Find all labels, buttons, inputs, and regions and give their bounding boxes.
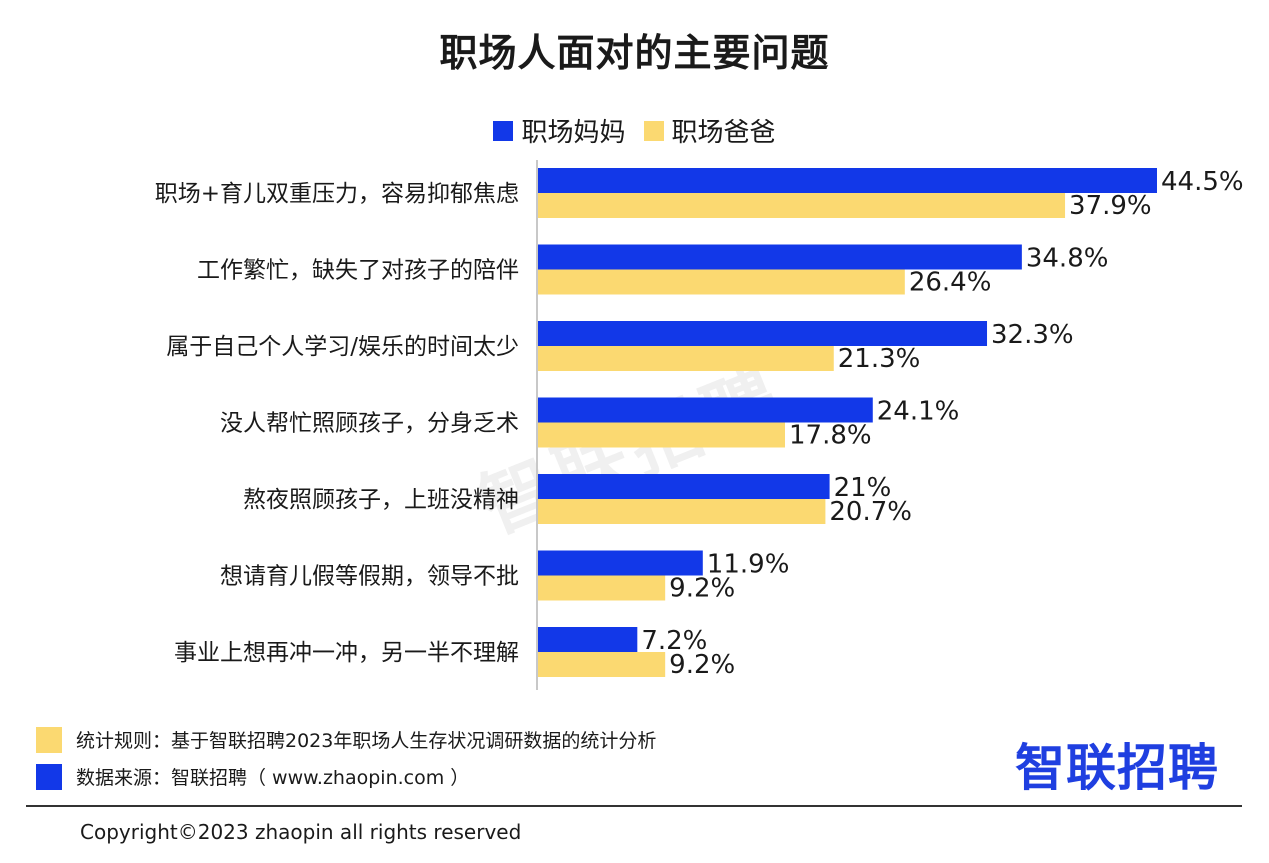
value-label-mom: 11.9% (707, 550, 790, 580)
category-label: 没人帮忙照顾孩子，分身乏术 (220, 411, 519, 437)
category-label: 事业上想再冲一冲，另一半不理解 (174, 640, 519, 666)
value-label-mom: 24.1% (877, 397, 960, 427)
value-label-dad: 21.3% (838, 344, 921, 374)
bar-mom (537, 550, 703, 576)
footnote-rule-text: 统计规则：基于智联招聘2023年职场人生存状况调研数据的统计分析 (76, 730, 657, 752)
copyright-text: Copyright©2023 zhaopin all rights reserv… (80, 820, 522, 844)
value-label-mom: 34.8% (1026, 244, 1109, 274)
value-label-mom: 44.5% (1161, 167, 1244, 197)
legend-swatch-mom (493, 120, 514, 141)
chart-legend: 职场妈妈 职场爸爸 (0, 112, 1269, 149)
legend-label-dad: 职场爸爸 (671, 118, 776, 148)
category-label: 属于自己个人学习/娱乐的时间太少 (166, 334, 519, 360)
footnote-source: 数据来源：智联招聘（ www.zhaopin.com ） (36, 763, 469, 790)
bar-mom (537, 627, 638, 652)
legend-swatch-dad (643, 120, 664, 141)
value-label-dad: 20.7% (829, 497, 912, 527)
zhaopin-logo: 智联招聘 (1015, 739, 1219, 797)
bar-chart: 职场+育儿双重压力，容易抑郁焦虑 44.5% 37.9% 工作繁忙，缺失了对孩子的陪伴… (155, 160, 1244, 690)
value-label-mom: 21% (834, 473, 892, 503)
bar-dad (537, 346, 834, 371)
category-label: 熬夜照顾孩子，上班没精神 (243, 487, 519, 513)
legend-item-dad: 职场爸爸 (643, 112, 776, 149)
footnote-source-text: 数据来源：智联招聘（ www.zhaopin.com ） (76, 767, 470, 789)
bar-mom (537, 474, 830, 499)
bar-dad (537, 499, 826, 524)
bar-mom (537, 397, 873, 423)
value-label-dad: 17.8% (789, 421, 872, 451)
value-label-mom: 32.3% (991, 320, 1074, 350)
footnote-source-swatch (36, 763, 62, 790)
bar-mom (537, 244, 1022, 270)
value-label-dad: 9.2% (669, 574, 735, 604)
category-label: 想请育儿假等假期，领导不批 (220, 564, 519, 590)
legend-item-mom: 职场妈妈 (493, 112, 626, 149)
chart-title: 职场人面对的主要问题 (439, 31, 830, 75)
bar-dad (537, 269, 905, 295)
value-label-dad: 9.2% (669, 650, 735, 680)
footer-divider (26, 805, 1242, 807)
bar-dad (537, 575, 666, 601)
footnote-rule-swatch (36, 726, 62, 753)
value-label-dad: 26.4% (909, 268, 992, 298)
value-label-mom: 7.2% (641, 626, 707, 656)
bar-dad (537, 193, 1066, 218)
category-label: 工作繁忙，缺失了对孩子的陪伴 (197, 258, 519, 284)
bar-dad (537, 422, 785, 448)
bar-dad (537, 652, 666, 677)
bar-mom (537, 168, 1157, 193)
legend-label-mom: 职场妈妈 (521, 118, 626, 148)
category-label: 职场+育儿双重压力，容易抑郁焦虑 (155, 181, 519, 207)
footnote-rule: 统计规则：基于智联招聘2023年职场人生存状况调研数据的统计分析 (36, 726, 656, 753)
bar-mom (537, 321, 988, 346)
value-label-dad: 37.9% (1069, 191, 1152, 221)
